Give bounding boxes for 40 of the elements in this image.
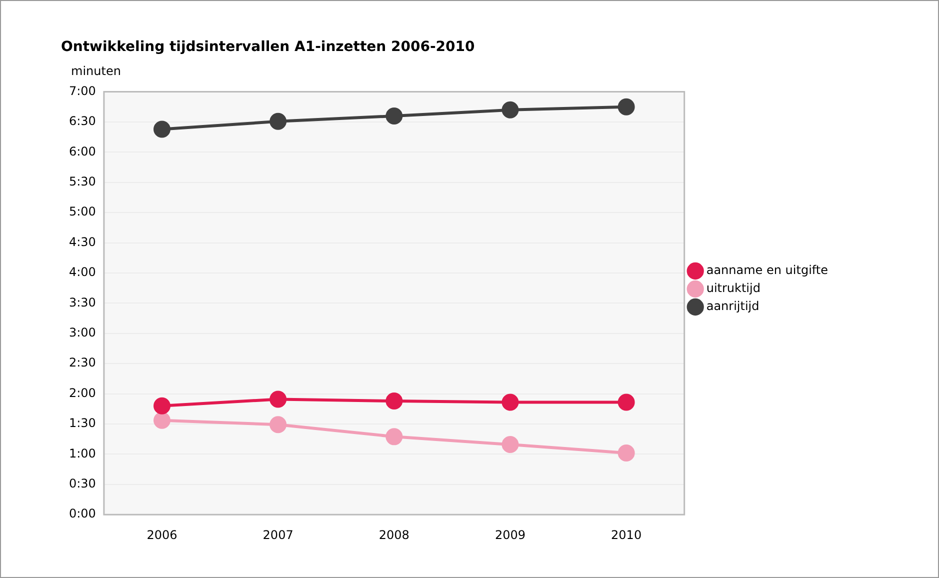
y-tick-label: 1:00	[68, 446, 96, 460]
y-tick-label: 2:00	[68, 386, 96, 400]
x-tick-label: 2008	[378, 528, 410, 542]
y-tick-label: 0:00	[68, 506, 96, 521]
point	[386, 428, 403, 446]
y-tick-label: 7:00	[68, 84, 96, 98]
point	[270, 416, 287, 434]
y-tick-label: 1:30	[68, 416, 96, 430]
x-tick-label: 2009	[494, 528, 526, 542]
legend-label: uitruktijd	[706, 281, 760, 296]
x-tick-label: 2006	[146, 528, 178, 542]
y-tick-label: 5:30	[68, 174, 96, 189]
point	[153, 397, 170, 414]
point	[270, 112, 287, 130]
point	[386, 107, 403, 124]
point	[502, 436, 519, 454]
y-tick-label: 3:30	[68, 295, 96, 310]
y-tick-label: 0:30	[68, 476, 96, 491]
y-tick-label: 3:00	[68, 326, 96, 340]
y-tick-label: 4:30	[68, 234, 96, 249]
legend-label: aanname en uitgifte	[706, 263, 828, 278]
chart-title: Ontwikkeling tijdsintervallen A1-inzetten 2006-2010	[61, 39, 476, 56]
point	[502, 101, 519, 118]
x-tick-label: 2007	[262, 528, 294, 542]
point	[618, 394, 635, 411]
y-tick-label: 6:00	[68, 144, 96, 158]
y-tick-label: 5:00	[68, 204, 96, 219]
point	[153, 120, 170, 138]
y-axis-title: minuten	[71, 64, 121, 78]
point	[153, 412, 170, 429]
y-tick-label: 2:30	[68, 356, 96, 370]
legend-label: aanrijtijd	[706, 299, 760, 314]
point	[386, 392, 403, 410]
point	[618, 98, 635, 116]
point	[618, 444, 635, 462]
y-tick-label: 6:30	[68, 114, 96, 128]
x-tick-label: 2010	[611, 528, 642, 542]
point	[270, 390, 287, 408]
y-tick-label: 4:00	[68, 265, 96, 280]
point	[502, 394, 519, 411]
